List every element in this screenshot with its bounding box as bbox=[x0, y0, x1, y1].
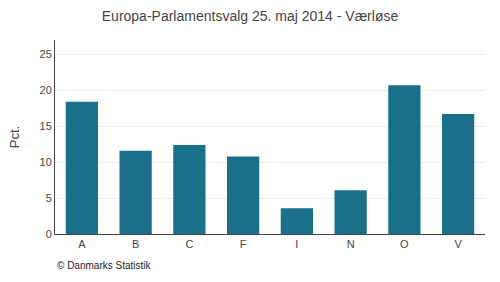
svg-text:N: N bbox=[347, 238, 355, 250]
svg-text:I: I bbox=[295, 238, 298, 250]
svg-text:V: V bbox=[454, 238, 462, 250]
svg-text:25: 25 bbox=[40, 48, 52, 60]
svg-text:Pct.: Pct. bbox=[7, 126, 22, 148]
svg-text:20: 20 bbox=[40, 84, 52, 96]
svg-text:© Danmarks Statistik: © Danmarks Statistik bbox=[57, 260, 152, 271]
svg-text:10: 10 bbox=[40, 156, 52, 168]
svg-text:B: B bbox=[132, 238, 139, 250]
svg-text:15: 15 bbox=[40, 120, 52, 132]
svg-text:Europa-Parlamentsvalg 25. maj: Europa-Parlamentsvalg 25. maj 2014 - Vær… bbox=[102, 8, 399, 24]
svg-text:0: 0 bbox=[46, 228, 52, 240]
svg-text:C: C bbox=[185, 238, 193, 250]
svg-text:O: O bbox=[400, 238, 409, 250]
svg-text:F: F bbox=[240, 238, 247, 250]
svg-text:A: A bbox=[78, 238, 86, 250]
svg-text:5: 5 bbox=[46, 192, 52, 204]
